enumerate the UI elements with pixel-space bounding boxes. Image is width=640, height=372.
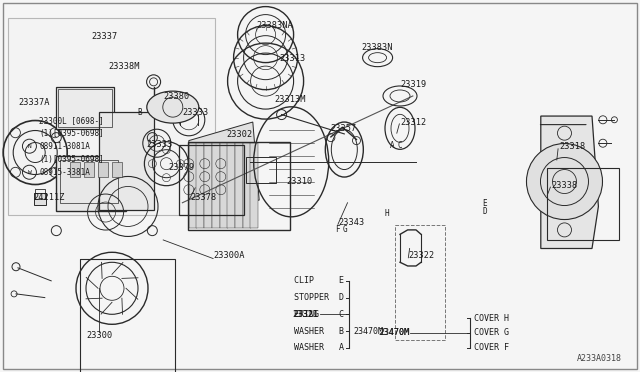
Text: 23322: 23322 xyxy=(408,251,435,260)
Bar xyxy=(70,162,80,177)
Bar xyxy=(56,156,126,211)
Bar xyxy=(98,162,108,177)
Text: 08915-3381A: 08915-3381A xyxy=(40,168,90,177)
Text: 23380: 23380 xyxy=(163,92,189,101)
Text: E: E xyxy=(482,199,487,208)
Text: 23343: 23343 xyxy=(338,218,364,227)
Bar xyxy=(196,143,205,228)
Text: 08911-3081A: 08911-3081A xyxy=(40,142,90,151)
Text: 24211Z: 24211Z xyxy=(33,193,65,202)
Bar xyxy=(112,162,122,177)
Text: STOPPER  D: STOPPER D xyxy=(294,293,344,302)
Text: 23313M: 23313M xyxy=(274,95,305,104)
Text: COVER H: COVER H xyxy=(474,314,509,323)
Text: G: G xyxy=(342,225,348,234)
Bar xyxy=(204,143,212,228)
Text: 23300L [0698-]: 23300L [0698-] xyxy=(40,116,104,125)
Text: 23383NA: 23383NA xyxy=(256,21,292,30)
Text: 23302: 23302 xyxy=(226,130,252,139)
Text: B: B xyxy=(138,108,143,117)
Text: 23300: 23300 xyxy=(86,331,113,340)
Text: 23318: 23318 xyxy=(559,142,586,151)
Text: 23383N: 23383N xyxy=(362,43,393,52)
Bar xyxy=(227,143,236,228)
Bar xyxy=(220,143,228,228)
Text: CLIP     E: CLIP E xyxy=(294,276,344,285)
Bar xyxy=(188,142,289,230)
Bar xyxy=(395,225,445,340)
Text: 23470M: 23470M xyxy=(354,327,384,336)
Text: 23338: 23338 xyxy=(552,181,578,190)
Bar xyxy=(56,87,115,129)
Text: 23321: 23321 xyxy=(294,310,319,319)
Polygon shape xyxy=(541,116,598,248)
Text: H: H xyxy=(384,209,389,218)
Bar xyxy=(80,259,175,372)
Text: WASHER   A: WASHER A xyxy=(294,343,344,352)
Text: COVER G: COVER G xyxy=(474,328,509,337)
Bar xyxy=(212,143,220,228)
Text: 23337A: 23337A xyxy=(18,98,49,107)
Text: 23357: 23357 xyxy=(330,124,356,133)
Text: (1)[0395-0698]: (1)[0395-0698] xyxy=(40,129,104,138)
Text: 23470M: 23470M xyxy=(378,328,410,337)
Text: COVER F: COVER F xyxy=(474,343,509,352)
Bar xyxy=(35,189,45,199)
Text: 23378: 23378 xyxy=(191,193,217,202)
Text: 23470M: 23470M xyxy=(380,328,410,337)
Bar xyxy=(250,143,259,228)
Bar xyxy=(547,168,620,240)
Bar xyxy=(179,145,244,215)
Text: 23321: 23321 xyxy=(292,310,319,319)
Text: 23312: 23312 xyxy=(401,118,427,126)
Text: 23319: 23319 xyxy=(401,80,427,89)
Text: (1)[0395-0698]: (1)[0395-0698] xyxy=(40,155,104,164)
Text: W: W xyxy=(28,170,31,175)
Bar xyxy=(60,160,118,203)
Text: F: F xyxy=(335,225,340,234)
Bar xyxy=(84,162,94,177)
Bar xyxy=(8,18,215,215)
Bar xyxy=(243,143,251,228)
Text: 23310: 23310 xyxy=(287,177,313,186)
Text: A: A xyxy=(390,141,395,150)
Text: D: D xyxy=(482,207,487,216)
Bar xyxy=(189,143,197,228)
Text: 23333: 23333 xyxy=(182,108,209,117)
Text: 23333: 23333 xyxy=(146,140,172,149)
Text: C: C xyxy=(397,141,402,150)
Bar xyxy=(235,143,243,228)
Polygon shape xyxy=(189,122,259,203)
Text: 23379: 23379 xyxy=(168,163,195,172)
Text: N: N xyxy=(28,144,31,149)
Text: WASHER   B: WASHER B xyxy=(294,327,344,336)
Text: 23337: 23337 xyxy=(92,32,118,41)
Ellipse shape xyxy=(147,91,199,123)
Text: 23313: 23313 xyxy=(280,54,306,63)
Bar xyxy=(34,193,46,205)
Text: A233A0318: A233A0318 xyxy=(577,354,622,363)
Circle shape xyxy=(527,144,602,219)
Text: ERING    C: ERING C xyxy=(294,310,344,319)
Bar xyxy=(58,89,113,128)
Text: 23300A: 23300A xyxy=(213,251,244,260)
Bar xyxy=(99,112,154,209)
Bar xyxy=(246,157,276,183)
Text: 23338M: 23338M xyxy=(109,62,140,71)
